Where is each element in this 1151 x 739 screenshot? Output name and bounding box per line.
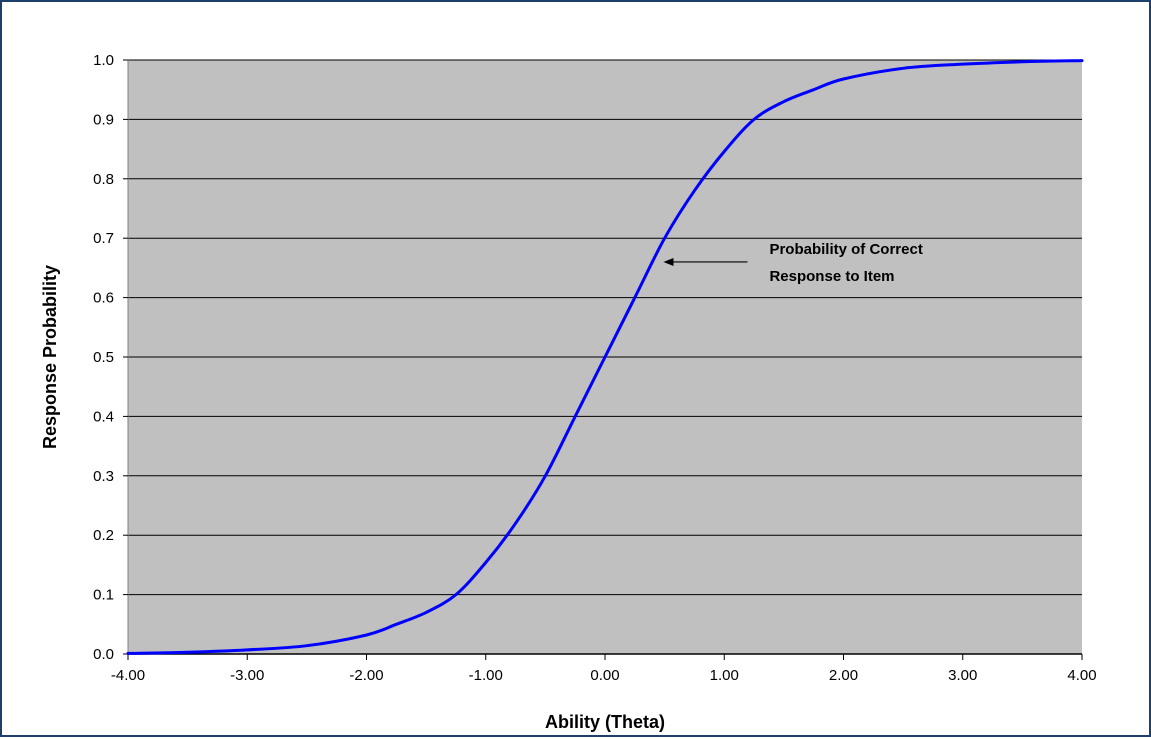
y-tick-label: 0.0 xyxy=(93,646,114,663)
y-tick-label: 0.8 xyxy=(93,171,114,188)
series-layer xyxy=(126,59,1084,655)
y-tick-label: 0.1 xyxy=(93,587,114,604)
x-axis-title: Ability (Theta) xyxy=(545,712,665,732)
annotation-text-line: Response to Item xyxy=(769,268,894,285)
x-tick-label: -3.00 xyxy=(230,667,264,684)
y-tick-label: 1.0 xyxy=(93,52,114,69)
x-tick-label: -1.00 xyxy=(469,667,503,684)
y-tick-label: 0.6 xyxy=(93,290,114,307)
x-tick-label: -2.00 xyxy=(349,667,383,684)
y-tick-label: 0.3 xyxy=(93,468,114,485)
y-axis-title: Response Probability xyxy=(40,265,60,449)
x-tick-label: 0.00 xyxy=(590,667,619,684)
y-tick-labels: 0.0 0.1 0.2 0.3 0.4 0.5 0.6 0.7 0.8 0.9 1.0 xyxy=(93,52,114,663)
x-tick-label: 2.00 xyxy=(829,667,858,684)
x-tick-label: -4.00 xyxy=(111,667,145,684)
x-tick-label: 3.00 xyxy=(948,667,977,684)
x-tick-labels: -4.00 -3.00 -2.00 -1.00 0.00 1.00 2.00 3.00 4.00 xyxy=(111,667,1097,684)
y-tick-label: 0.7 xyxy=(93,230,114,247)
y-tick-label: 0.2 xyxy=(93,527,114,544)
grid-layer xyxy=(128,59,1082,596)
annotation-layer: Probability of Correct Response to Item xyxy=(663,241,923,285)
series-line-0 xyxy=(126,59,1084,655)
x-tick-label: 1.00 xyxy=(710,667,739,684)
y-tick-label: 0.5 xyxy=(93,349,114,366)
annotation-text-line: Probability of Correct xyxy=(769,241,922,258)
y-tick-label: 0.9 xyxy=(93,111,114,128)
y-tick-label: 0.4 xyxy=(93,408,114,425)
x-tick-label: 4.00 xyxy=(1067,667,1096,684)
annotation-arrowhead xyxy=(663,257,674,266)
axes-layer xyxy=(123,59,1083,660)
